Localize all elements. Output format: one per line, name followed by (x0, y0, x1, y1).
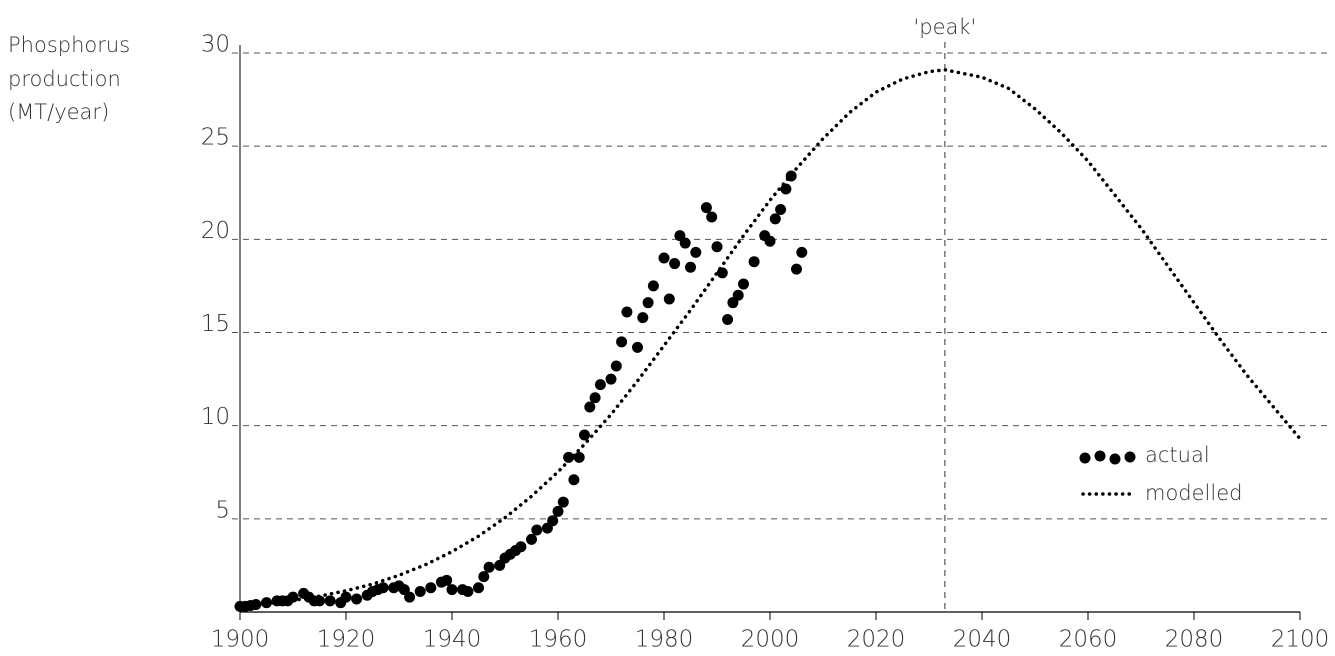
point (594, 379, 606, 391)
legend-symbol (1124, 451, 1136, 463)
point (425, 582, 437, 594)
point (616, 336, 628, 348)
y-tick-label: 10 (201, 404, 230, 430)
legend-symbol (1079, 452, 1091, 464)
point (414, 586, 426, 598)
x-tick-label: 1940 (423, 627, 482, 653)
point (287, 591, 299, 603)
point (738, 278, 749, 290)
point (690, 246, 702, 258)
point (658, 252, 670, 264)
point (632, 341, 643, 353)
y-axis-label: production (8, 67, 121, 91)
y-tick-label: 30 (201, 32, 230, 58)
point (404, 591, 416, 603)
x-tick-label: 2000 (741, 627, 800, 653)
y-tick-label: 20 (201, 218, 230, 244)
point (775, 204, 787, 216)
x-tick-label: 2020 (847, 627, 906, 653)
point (663, 293, 675, 305)
x-tick-label: 2040 (953, 627, 1012, 653)
point (642, 297, 654, 309)
point (621, 306, 633, 318)
point (780, 183, 792, 195)
legend-symbol (1094, 450, 1106, 462)
point (377, 582, 389, 594)
point (446, 584, 458, 596)
point (796, 246, 808, 258)
legend-label: modelled (1145, 481, 1242, 505)
point (531, 524, 543, 536)
point (579, 429, 590, 441)
y-axis-label: (MT/year) (8, 100, 109, 124)
point (685, 261, 696, 273)
point (515, 541, 527, 553)
point (679, 237, 691, 249)
point (552, 505, 564, 517)
point (584, 401, 596, 413)
point (351, 593, 363, 605)
point (441, 574, 453, 586)
x-tick-label: 2080 (1165, 627, 1224, 653)
x-tick-label: 2100 (1271, 627, 1330, 653)
point (478, 571, 490, 583)
x-tick-label: 1980 (635, 627, 694, 653)
point (732, 289, 744, 301)
legend-label: actual (1145, 443, 1210, 467)
point (526, 533, 537, 545)
x-tick-label: 1920 (317, 627, 376, 653)
point (547, 515, 559, 527)
y-axis-label: Phosphorus (8, 33, 130, 57)
point (324, 595, 336, 607)
point (700, 202, 712, 214)
point (314, 595, 325, 607)
point (669, 258, 681, 270)
point (462, 586, 474, 598)
point (748, 256, 760, 268)
point (605, 373, 617, 385)
point (568, 474, 580, 486)
x-tick-label: 1900 (211, 627, 270, 653)
y-tick-label: 15 (201, 311, 230, 337)
point (610, 360, 622, 372)
y-tick-label: 25 (201, 125, 230, 151)
point (483, 561, 495, 573)
x-tick-label: 2060 (1059, 627, 1118, 653)
point (722, 313, 734, 325)
point (573, 451, 585, 463)
point (791, 263, 802, 275)
point (764, 235, 776, 247)
model-line (238, 67, 1302, 608)
point (473, 582, 484, 594)
point (637, 312, 649, 324)
point (563, 451, 575, 463)
point (706, 211, 718, 223)
x-tick-label: 1960 (529, 627, 588, 653)
y-tick-label: 5 (215, 497, 230, 523)
legend-symbol (1109, 453, 1121, 465)
annotation: 'peak' (913, 15, 976, 39)
point (769, 213, 781, 225)
point (250, 599, 262, 611)
point (340, 591, 352, 603)
point (557, 496, 569, 508)
point (647, 280, 659, 292)
point (589, 392, 601, 404)
point (711, 241, 723, 253)
